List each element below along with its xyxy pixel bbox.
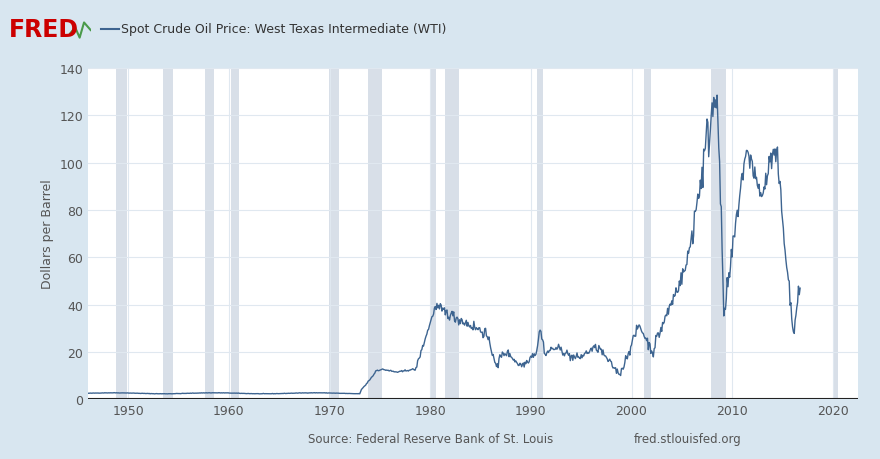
Bar: [430, 69, 436, 399]
Bar: [834, 69, 838, 399]
Bar: [164, 69, 172, 399]
Bar: [115, 69, 128, 399]
Bar: [643, 69, 650, 399]
Bar: [711, 69, 726, 399]
Bar: [231, 69, 239, 399]
Text: fred.stlouisfed.org: fred.stlouisfed.org: [634, 432, 741, 445]
Bar: [368, 69, 382, 399]
Bar: [445, 69, 459, 399]
Bar: [537, 69, 543, 399]
Text: Spot Crude Oil Price: West Texas Intermediate (WTI): Spot Crude Oil Price: West Texas Interme…: [121, 23, 447, 36]
Y-axis label: Dollars per Barrel: Dollars per Barrel: [40, 179, 54, 289]
Bar: [205, 69, 214, 399]
Bar: [328, 69, 339, 399]
Text: Source: Federal Reserve Bank of St. Louis: Source: Federal Reserve Bank of St. Loui…: [308, 432, 554, 445]
Text: FRED: FRED: [9, 18, 79, 42]
